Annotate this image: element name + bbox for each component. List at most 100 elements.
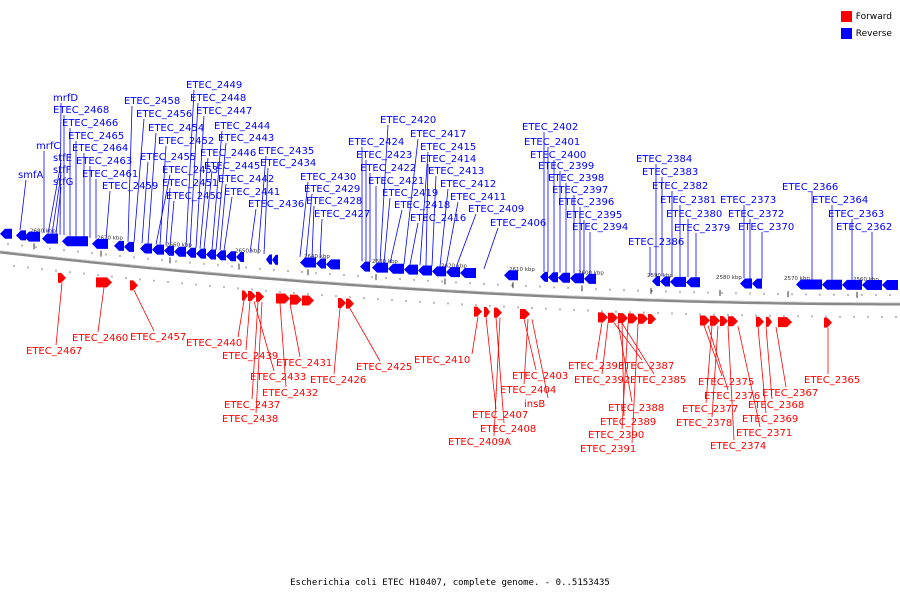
forward-gene-arrow [710,315,720,326]
reverse-gene-arrow [266,254,272,265]
forward-gene-label: insB [524,399,545,410]
kbp-tick-label: 2560 kbp [853,277,879,283]
reverse-gene-label: ETEC_2452 [158,136,214,147]
reverse-gene-arrow [272,254,278,265]
reverse-gene-label: ETEC_2453 [162,165,218,176]
forward-label-leader [595,322,603,361]
reverse-gene-label: ETEC_2434 [260,158,316,169]
forward-label-leader [333,307,341,375]
kbp-tick-label: 2600 kbp [578,270,604,276]
reverse-label-leader [51,174,62,234]
forward-gene-arrow [648,314,656,325]
forward-gene-label: ETEC_2432 [262,388,318,399]
forward-label-leader [711,325,719,418]
forward-label-leader [703,325,723,377]
forward-gene-arrow [58,272,66,283]
reverse-gene-label: mrfD [53,93,78,104]
reverse-gene-label: ETEC_2430 [300,172,356,183]
reverse-label-leader [305,193,313,258]
forward-gene-arrow [130,280,138,291]
reverse-label-leader [483,227,499,270]
reverse-gene-arrow [388,263,404,274]
reverse-gene-label: ETEC_2399 [538,161,594,172]
reverse-label-leader [185,89,195,248]
reverse-label-leader [165,187,171,246]
reverse-gene-label: ETEC_2380 [666,209,722,220]
forward-gene-arrow [276,293,290,304]
reverse-gene-label: ETEC_2429 [304,184,360,195]
forward-label-leader [757,326,767,414]
forward-gene-label: ETEC_2407 [472,410,528,421]
reverse-gene-arrow [16,230,26,241]
reverse-gene-arrow [652,276,660,287]
map-caption: Escherichia coli ETEC H10407, complete g… [290,578,610,588]
reverse-gene-label: ETEC_2386 [628,237,684,248]
forward-gene-label: ETEC_2467 [26,346,82,357]
reverse-gene-arrow [660,276,670,287]
reverse-gene-arrow [236,252,244,263]
forward-gene-label: ETEC_2389 [600,417,656,428]
reverse-gene-label: ETEC_2363 [828,209,884,220]
reverse-label-leader [189,102,199,248]
reverse-gene-arrow [842,279,862,290]
reverse-gene-label: ETEC_2443 [218,133,274,144]
forward-gene-label: ETEC_2433 [250,372,306,383]
reverse-gene-label: ETEC_2370 [738,222,794,233]
reverse-gene-arrow [152,244,164,255]
forward-label-leader [55,282,63,346]
forward-gene-arrow [484,307,490,318]
reverse-gene-label: ETEC_2458 [124,96,180,107]
reverse-gene-arrow [570,273,584,284]
legend-label-reverse: Reverse [855,28,892,39]
reverse-gene-label: ETEC_2366 [782,182,838,193]
reverse-gene-label: stfF [53,165,72,176]
reverse-gene-arrow [140,243,152,254]
reverse-gene-arrow [114,240,124,251]
forward-gene-arrow [756,316,764,327]
forward-gene-label: ETEC_2387 [618,361,674,372]
forward-gene-label: ETEC_2403 [512,371,568,382]
reverse-gene-arrow [670,276,686,287]
forward-gene-arrow [242,290,248,301]
reverse-gene-arrow [226,251,236,262]
reverse-label-leader [299,181,309,257]
forward-gene-arrow [302,295,314,306]
reverse-label-leader [223,196,233,251]
legend-item-forward: Forward [840,8,892,25]
forward-gene-arrow [290,294,302,305]
reverse-gene-label: ETEC_2372 [728,209,784,220]
forward-label-leader [237,300,245,338]
reverse-gene-label: ETEC_2444 [214,121,270,132]
reverse-label-leader [379,124,389,263]
reverse-gene-label: ETEC_2436 [248,199,304,210]
reverse-gene-label: ETEC_2415 [420,142,476,153]
backbone-layer: 2680 kbp 2670 kbp 2660 kbp 2650 kbp 2640 kbp… [0,228,900,318]
reverse-label-leader [141,161,149,244]
reverse-gene-arrow [796,279,822,290]
forward-gene-arrow [638,313,648,324]
reverse-gene-label: mrfC [36,141,60,152]
reverse-label-leader [455,213,477,268]
reverse-gene-label: ETEC_2422 [360,163,416,174]
forward-label-leader [631,323,639,444]
reverse-label-leader [203,170,213,249]
reverse-gene-arrow [740,278,752,289]
reverse-label-leader [419,151,429,266]
forward-gene-arrow [598,312,608,323]
forward-gene-label: ETEC_2457 [130,332,186,343]
reverse-gene-label: ETEC_2446 [200,148,256,159]
reverse-gene-arrow [822,279,842,290]
reverse-gene-label: ETEC_2373 [720,195,776,206]
reverse-gene-label: ETEC_2414 [420,154,476,165]
forward-gene-label: ETEC_2426 [310,375,366,386]
reverse-gene-label: ETEC_2464 [72,143,128,154]
forward-gene-arrow [720,316,728,327]
forward-gene-arrow [618,313,628,324]
reverse-gene-arrow [432,266,446,277]
reverse-gene-label: ETEC_2461 [82,169,138,180]
reverse-gene-arrow [92,238,108,249]
reverse-label-leader [257,155,267,254]
reverse-label-leader [127,105,133,242]
reverse-gene-arrow [42,233,58,244]
forward-label-leader [279,303,287,388]
